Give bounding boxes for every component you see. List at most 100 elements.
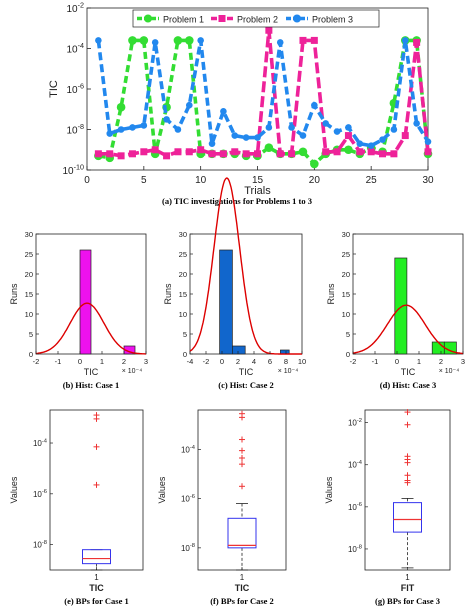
data-point (174, 148, 182, 156)
data-point (117, 152, 125, 160)
data-point (163, 116, 170, 123)
y-tick-label-base: 10 (348, 545, 357, 554)
box (227, 517, 257, 549)
y-tick-label-exponent: -4 (78, 41, 84, 50)
y-tick-label: 25 (179, 250, 187, 259)
y-tick-label-base: 10 (62, 166, 74, 177)
hist-bar (394, 257, 408, 355)
y-tick-label: 10-4 (181, 445, 196, 455)
data-point (276, 39, 284, 46)
data-point (231, 132, 239, 139)
figure-caption: (g) BPs for Case 3 (375, 596, 440, 606)
data-point (356, 140, 364, 147)
box-axes-frame (197, 409, 287, 571)
legend-marker (218, 15, 226, 22)
x-tick-label: 1 (417, 357, 421, 366)
data-point (220, 107, 227, 115)
legend: Problem 1 Problem 2 Problem 3 (132, 9, 380, 28)
x-tick-label: 30 (422, 175, 434, 186)
data-point (163, 152, 171, 160)
y-tick-label: 5 (346, 330, 350, 339)
y-tick-label-exponent: -6 (190, 494, 195, 500)
y-tick-label: 30 (25, 230, 33, 239)
x-axis-label: TIC (84, 367, 99, 377)
y-axis-label: Values (324, 476, 334, 503)
y-tick-label: 0 (346, 350, 350, 359)
data-point (197, 146, 205, 154)
data-point (345, 124, 352, 131)
x-tick-label: 0 (78, 357, 82, 366)
y-axis-label: Runs (163, 283, 173, 305)
data-point (174, 126, 182, 133)
data-point (310, 36, 318, 44)
x-tick-label: 2 (122, 357, 126, 366)
x-tick-label: 0 (395, 357, 399, 366)
y-axis-label: Values (9, 476, 19, 503)
box (393, 502, 422, 533)
x-axis-label: TIC (235, 583, 250, 593)
y-tick-label: 10-8 (181, 543, 195, 553)
legend-label: Problem 3 (312, 15, 353, 25)
data-point (254, 150, 261, 158)
box (82, 549, 111, 565)
y-tick-label-base: 10 (66, 126, 78, 137)
x-tick-label: -1 (55, 357, 62, 366)
y-tick-label: 15 (342, 290, 350, 299)
data-point (106, 130, 114, 137)
y-tick-label-base: 10 (33, 490, 42, 499)
x-axis-label: FIT (401, 583, 415, 593)
data-point (129, 124, 136, 131)
y-tick-label: 20 (25, 270, 33, 279)
y-tick-label: 20 (342, 270, 350, 279)
y-tick-label-base: 10 (181, 495, 190, 504)
y-tick-label: 10-8 (33, 540, 47, 550)
normal-fit-curve (189, 177, 302, 355)
y-tick-label-base: 10 (66, 85, 78, 96)
y-tick-label-exponent: -4 (190, 445, 196, 451)
legend-marker (293, 14, 301, 23)
y-tick-label: 0 (183, 350, 187, 359)
y-tick-label: 10-8 (66, 122, 84, 137)
x-axis-label: Trials (244, 185, 271, 197)
figure-caption: (d) Hist: Case 3 (380, 380, 436, 390)
data-point (242, 134, 250, 141)
y-tick-label-exponent: -6 (78, 82, 84, 91)
hist-bar (431, 341, 445, 355)
x-tick-label: -2 (350, 357, 357, 366)
data-point (186, 101, 193, 109)
y-tick-label: 10-6 (66, 82, 84, 97)
y-tick-label: 10-6 (348, 502, 362, 512)
data-point (117, 126, 125, 133)
hist-bar (79, 249, 92, 355)
y-tick-label-exponent: -4 (357, 460, 363, 466)
legend-box (132, 9, 380, 28)
normal-fit-curve (35, 302, 146, 355)
x-tick-label: 3 (144, 357, 148, 366)
data-point (264, 143, 274, 153)
y-tick-label-exponent: -2 (357, 418, 362, 424)
data-point (367, 142, 375, 149)
figure-caption: (c) Hist: Case 2 (218, 380, 273, 390)
y-tick-label: 10-4 (66, 41, 84, 56)
y-tick-label-exponent: -8 (42, 540, 47, 546)
y-tick-label: 5 (29, 330, 33, 339)
x-tick-label: 6 (268, 357, 272, 366)
y-tick-label-exponent: -8 (357, 544, 362, 550)
x-multiplier: × 10⁻⁴ (278, 368, 299, 375)
figure-caption: (e) BPs for Case 1 (64, 596, 129, 606)
hist2-histogram: -4 -2 0 2 4 6 8 10 0 5 10 15 20 25 30 × 10⁻⁴ TIC Runs (163, 177, 306, 377)
hist-axes-frame (352, 233, 464, 355)
box-axes-frame (49, 409, 144, 571)
y-tick-label-base: 10 (348, 461, 357, 470)
x-tick-label: 1 (405, 573, 410, 582)
data-point (424, 138, 432, 145)
x-tick-label: -2 (203, 357, 210, 366)
data-point (311, 101, 318, 109)
data-point (242, 150, 250, 158)
data-point (356, 148, 364, 156)
y-tick-label: 30 (342, 230, 350, 239)
y-tick-label: 10 (342, 310, 350, 319)
tic-line-chart: 0 5 10 15 20 25 3010-1010-810-610-410-2TrialsT… (48, 1, 434, 198)
y-tick-label: 10-4 (348, 460, 363, 470)
